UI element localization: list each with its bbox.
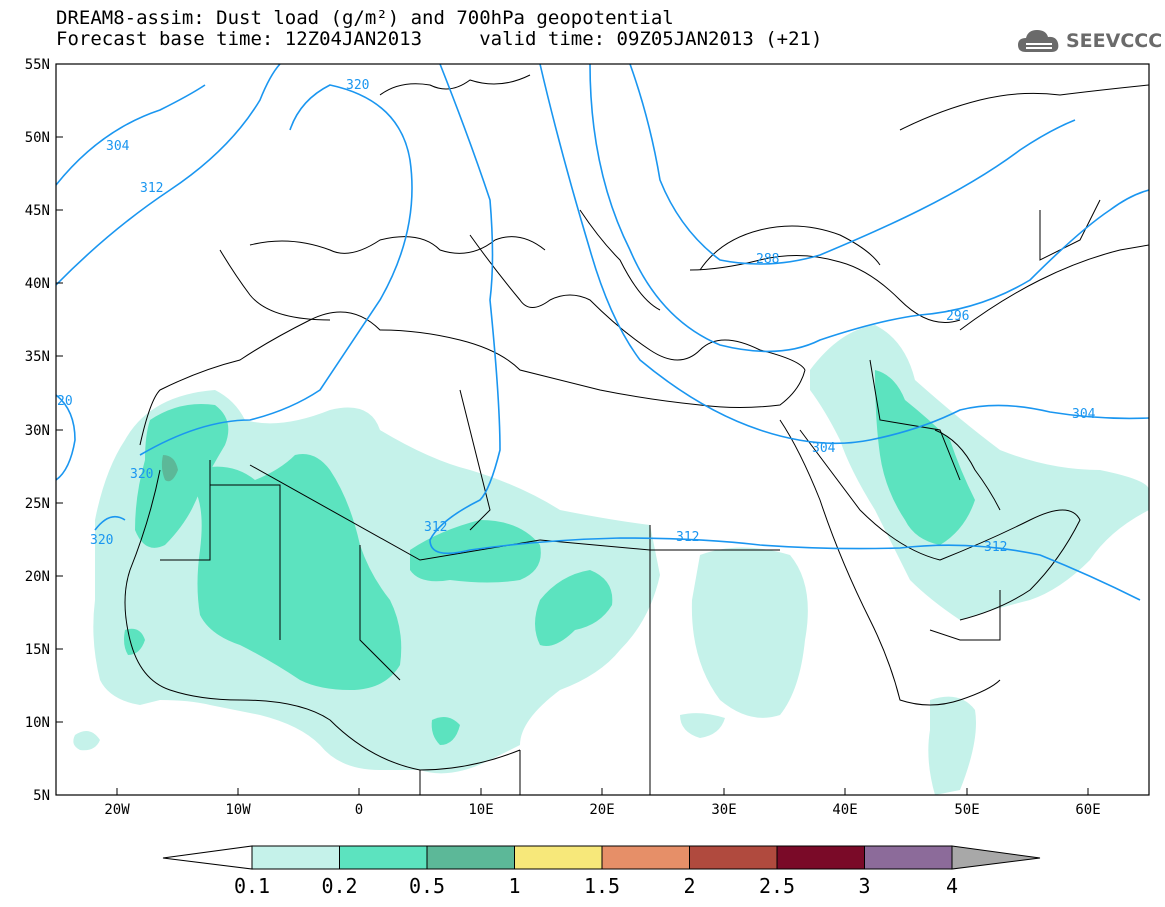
- lat-label: 55N: [25, 57, 50, 73]
- colorbar-swatch: [601, 845, 690, 870]
- lat-label: 45N: [25, 203, 50, 219]
- colorbar-label: 4: [946, 874, 958, 898]
- contour-label: 320: [346, 78, 369, 93]
- colorbar-swatch: [514, 845, 603, 870]
- dust-field-medium: [124, 370, 975, 745]
- colorbar-label: 2: [683, 874, 695, 898]
- coastlines: [124, 74, 1149, 795]
- colorbar-label: 2.5: [759, 874, 795, 898]
- colorbar-swatch: [426, 845, 515, 870]
- lat-label: 30N: [25, 423, 50, 439]
- contour-label: 288: [756, 252, 779, 267]
- cloud-icon: [1018, 30, 1059, 52]
- contour-label: 320: [130, 467, 153, 482]
- longitude-axis: 20W 10W 0 10E 20E 30E 40E 50E 60E: [104, 788, 1101, 818]
- map-header: DREAM8-assim: Dust load (g/m²) and 700hP…: [56, 8, 956, 50]
- colorbar-swatch: [689, 845, 778, 870]
- contour-label: 304: [106, 139, 130, 154]
- lat-label: 40N: [25, 276, 50, 292]
- contour-label: 312: [984, 540, 1007, 555]
- lon-label: 30E: [711, 802, 736, 818]
- colorbar-high-arrow: [951, 845, 1041, 870]
- contour-labels: 320 304 312 288 296 304 304 312 312 312 …: [57, 78, 1096, 555]
- contour-label: 312: [424, 520, 447, 535]
- map-title: DREAM8-assim: Dust load (g/m²) and 700hP…: [56, 7, 674, 29]
- seevccc-logo: SEEVCCC: [1016, 22, 1162, 60]
- colorbar-label: 1.5: [584, 874, 620, 898]
- lat-label: 5N: [33, 788, 50, 804]
- colorbar-low-arrow: [162, 845, 253, 870]
- lat-label: 35N: [25, 349, 50, 365]
- contour-label: 320: [90, 533, 113, 548]
- contour-label: 20: [57, 394, 73, 409]
- contour-label: 312: [676, 530, 699, 545]
- forecast-time-line: Forecast base time: 12Z04JAN2013 valid t…: [56, 28, 823, 50]
- lon-label: 40E: [832, 802, 857, 818]
- lon-label: 0: [355, 802, 363, 818]
- colorbar-label: 0.2: [321, 874, 357, 898]
- lat-label: 15N: [25, 642, 50, 658]
- lat-label: 25N: [25, 496, 50, 512]
- contour-label: 304: [1072, 407, 1096, 422]
- contour-label: 304: [812, 441, 836, 456]
- lon-label: 10E: [468, 802, 493, 818]
- colorbar-swatch: [776, 845, 865, 870]
- latitude-axis: 55N 50N 45N 40N 35N 30N 25N 20N 15N 10N …: [25, 57, 63, 804]
- colorbar-label: 3: [858, 874, 870, 898]
- colorbar-swatch: [339, 845, 428, 870]
- colorbar: 0.1 0.2 0.5 1 1.5 2 2.5 3 4: [162, 845, 1041, 898]
- lat-label: 10N: [25, 715, 50, 731]
- colorbar-label: 1: [508, 874, 520, 898]
- colorbar-swatch: [864, 845, 953, 870]
- colorbar-label: 0.1: [234, 874, 270, 898]
- geopotential-contours: [56, 64, 1149, 601]
- colorbar-label: 0.5: [409, 874, 445, 898]
- contour-label: 296: [946, 309, 969, 324]
- lon-label: 20W: [104, 802, 130, 818]
- colorbar-swatch: [251, 845, 340, 870]
- lon-label: 50E: [954, 802, 979, 818]
- dust-field-dense: [161, 455, 178, 482]
- lon-label: 60E: [1075, 802, 1100, 818]
- logo-text: SEEVCCC: [1066, 30, 1163, 52]
- lon-label: 10W: [225, 802, 251, 818]
- lat-label: 20N: [25, 569, 50, 585]
- lat-label: 50N: [25, 130, 50, 146]
- lon-label: 20E: [589, 802, 614, 818]
- contour-label: 312: [140, 181, 163, 196]
